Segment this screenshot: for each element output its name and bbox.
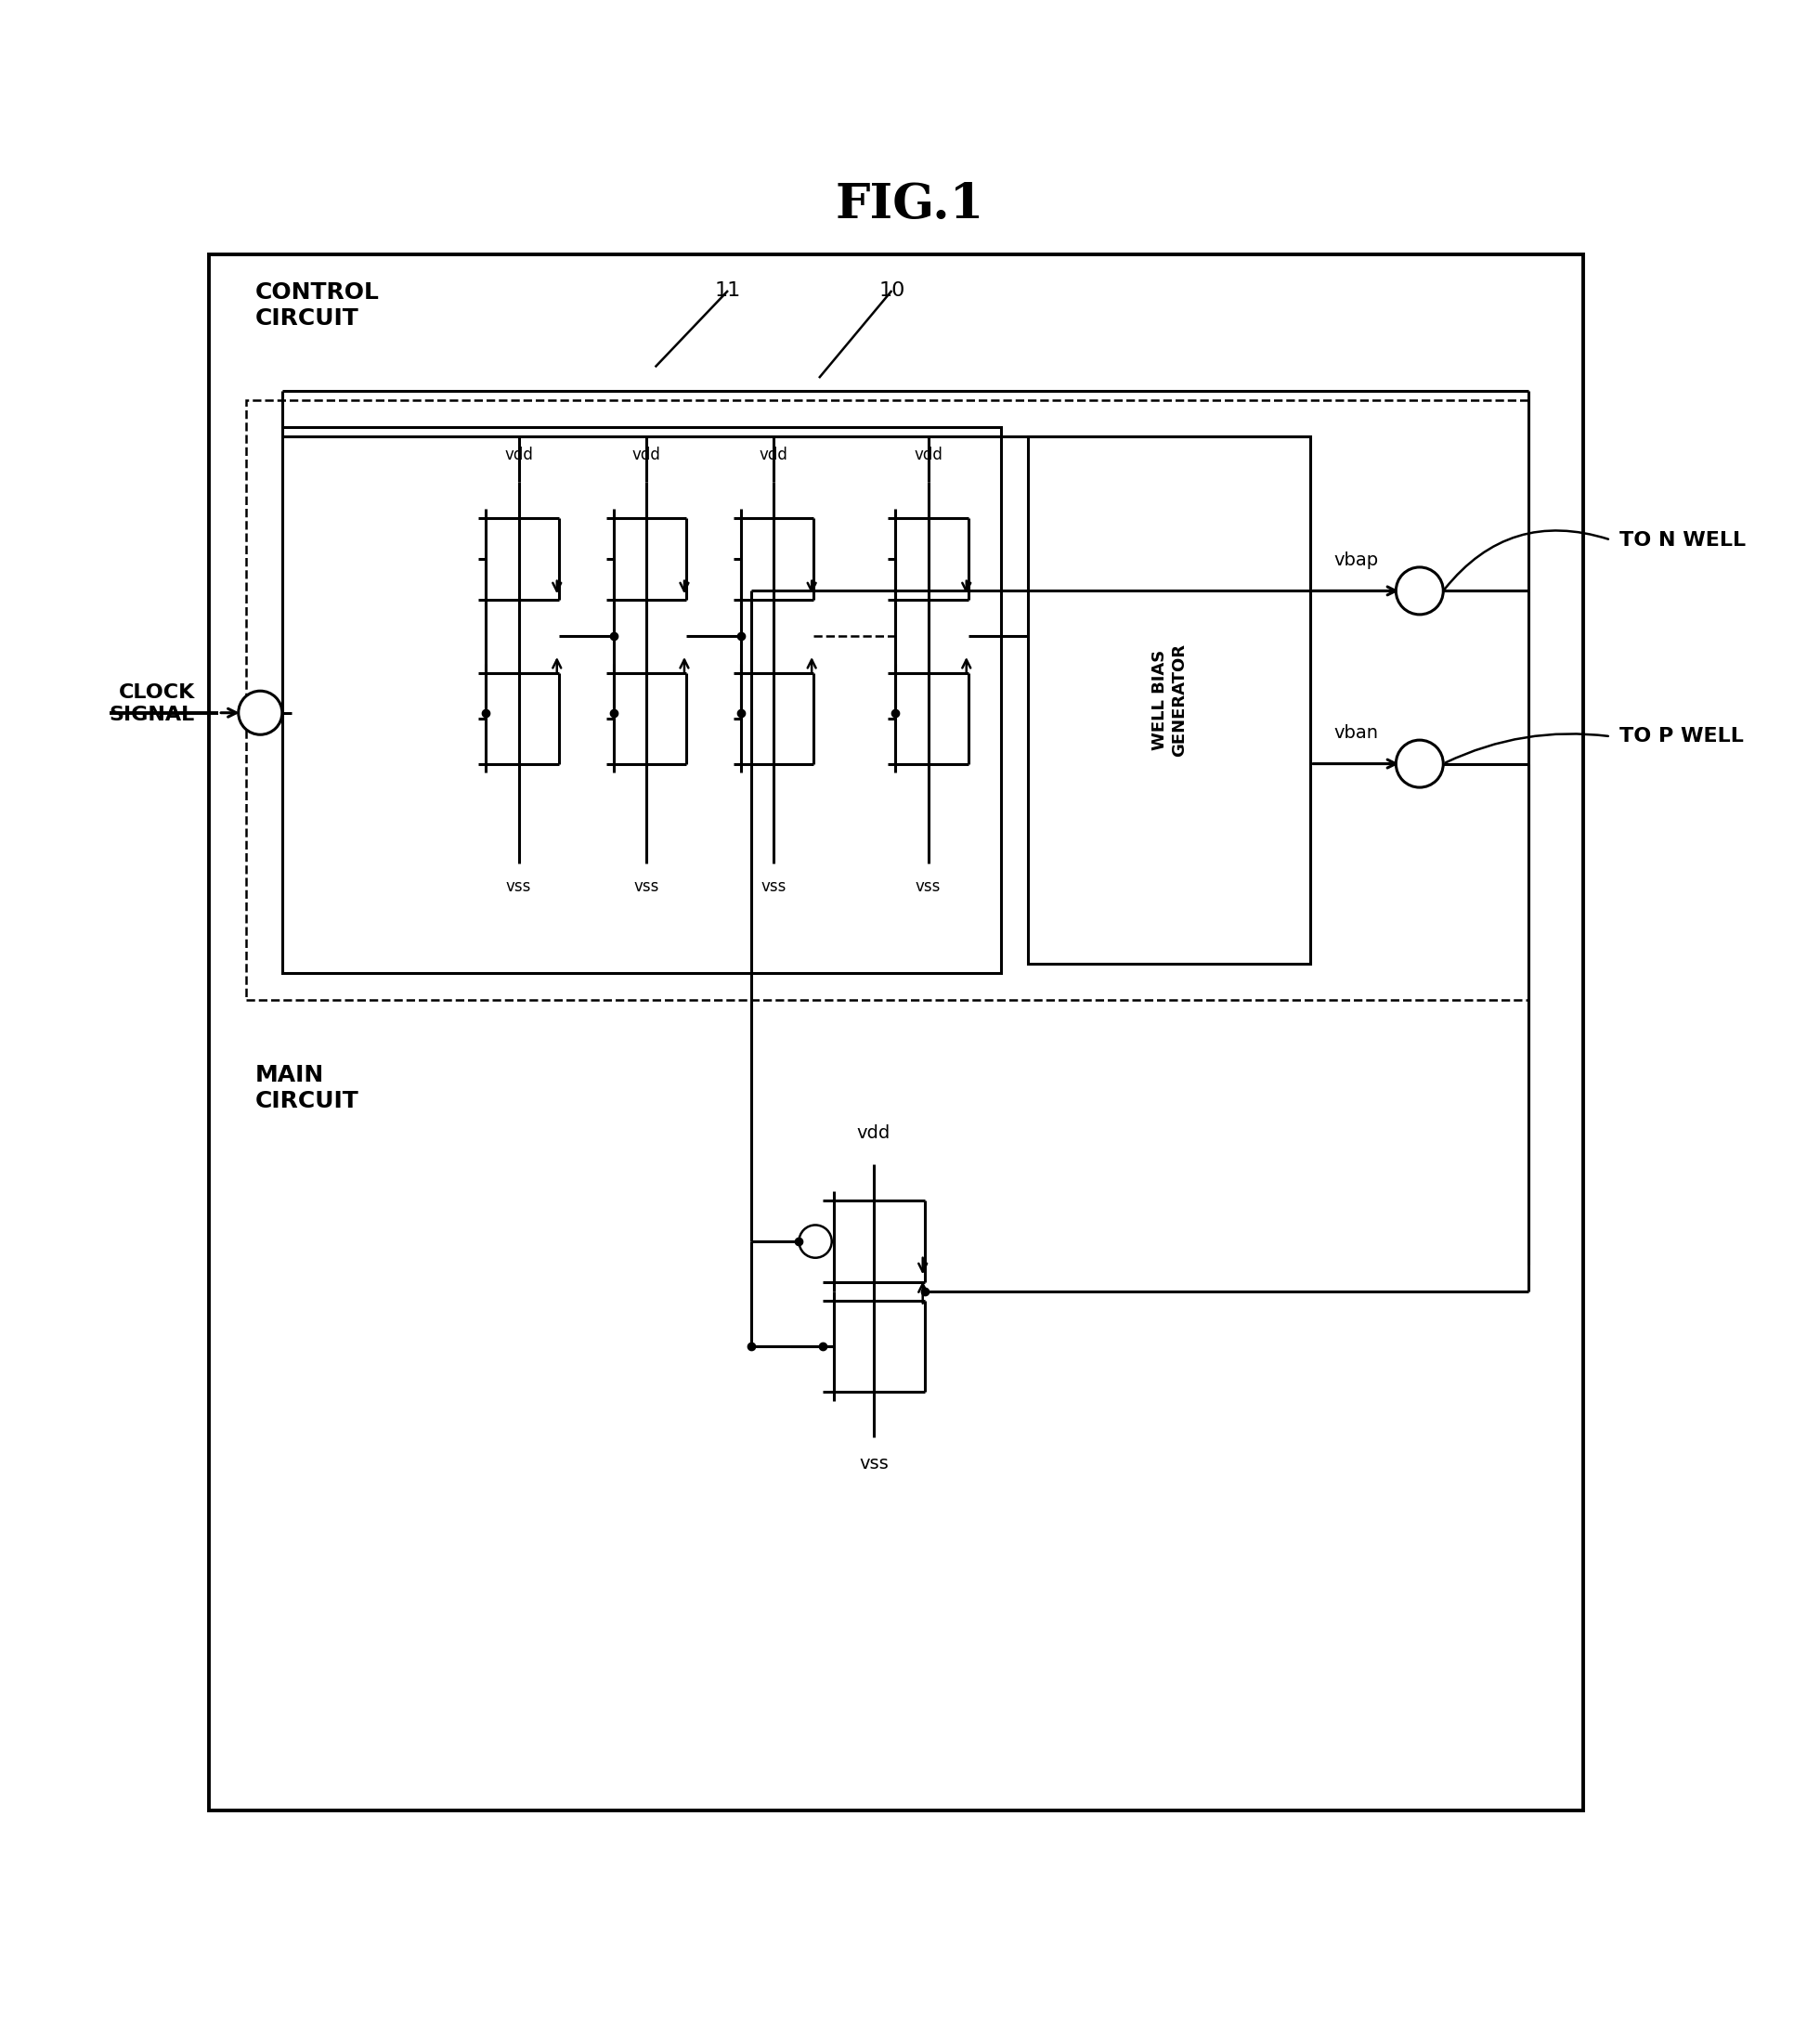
Bar — [209, 255, 1583, 1811]
Bar — [246, 399, 1529, 1000]
Text: vss: vss — [915, 878, 941, 894]
Text: TO N WELL: TO N WELL — [1620, 530, 1745, 550]
Text: FIG.1: FIG.1 — [835, 181, 985, 228]
Text: vdd: vdd — [914, 446, 943, 464]
Circle shape — [238, 691, 282, 735]
Text: vdd: vdd — [857, 1124, 890, 1143]
Text: 11: 11 — [715, 281, 741, 299]
Text: vss: vss — [633, 878, 659, 894]
Text: vban: vban — [1334, 725, 1378, 741]
Text: 10: 10 — [879, 281, 905, 299]
Text: MAIN
CIRCUIT: MAIN CIRCUIT — [255, 1063, 359, 1112]
Text: vss: vss — [859, 1454, 888, 1473]
Text: TO P WELL: TO P WELL — [1620, 727, 1744, 746]
Text: WELL BIAS
GENERATOR: WELL BIAS GENERATOR — [1152, 644, 1187, 756]
Circle shape — [1396, 739, 1443, 788]
Text: CLOCK
SIGNAL: CLOCK SIGNAL — [109, 684, 195, 723]
Circle shape — [799, 1224, 832, 1257]
Text: vdd: vdd — [759, 446, 788, 464]
Bar — [1028, 436, 1310, 964]
Text: vdd: vdd — [632, 446, 661, 464]
Circle shape — [1396, 566, 1443, 615]
Bar — [282, 428, 1001, 974]
Text: vbap: vbap — [1334, 552, 1378, 568]
Text: CONTROL
CIRCUIT: CONTROL CIRCUIT — [255, 281, 379, 330]
Text: vss: vss — [506, 878, 531, 894]
Text: vss: vss — [761, 878, 786, 894]
Text: vdd: vdd — [504, 446, 533, 464]
